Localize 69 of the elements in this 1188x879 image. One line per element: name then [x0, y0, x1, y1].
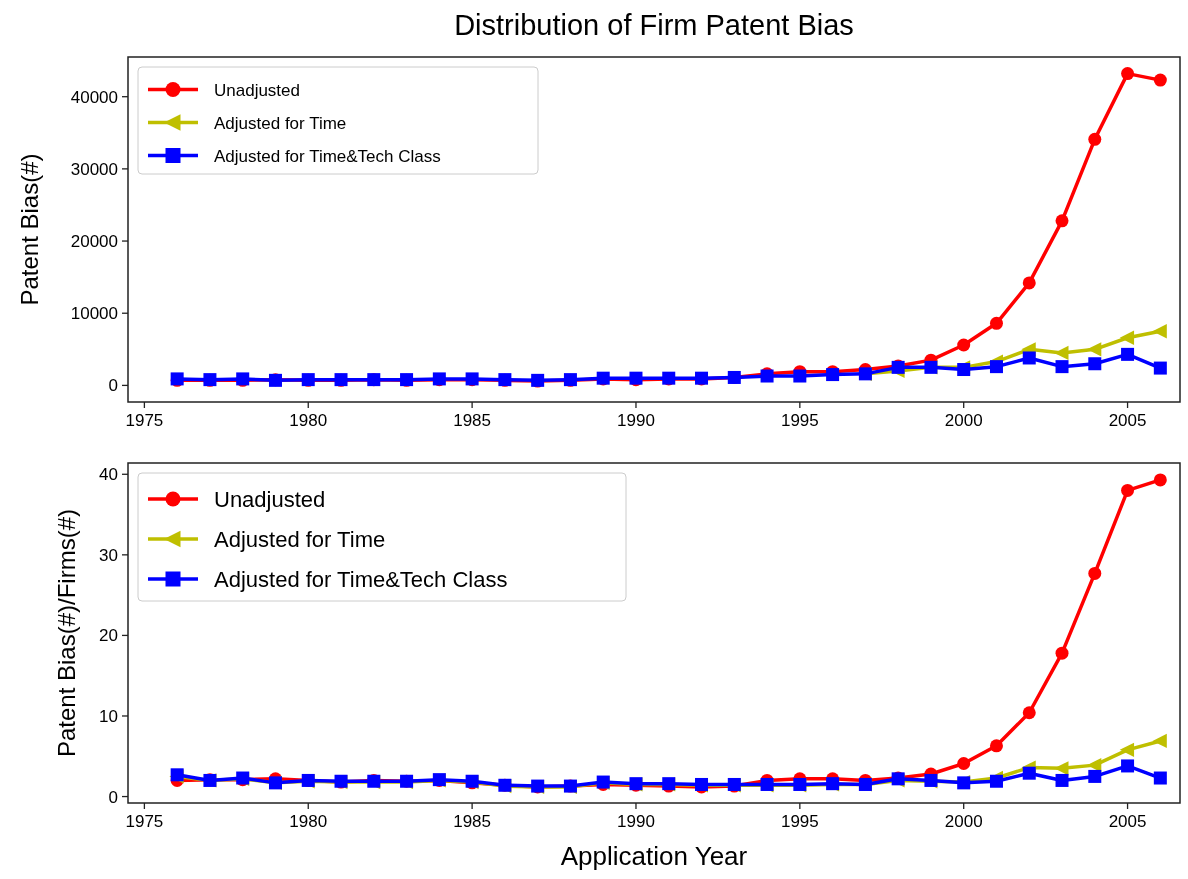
y-tick-label: 30000 — [70, 159, 118, 179]
point — [1054, 761, 1069, 776]
point — [1153, 771, 1167, 785]
y-tick-label: 0 — [108, 787, 118, 807]
x-tick-label: 2000 — [944, 812, 983, 831]
point — [989, 316, 1003, 330]
x-tick-label: 1985 — [453, 812, 492, 831]
x-tick-label: 2005 — [1108, 812, 1147, 831]
point — [1088, 566, 1102, 580]
x-tick-label: 2005 — [1108, 411, 1147, 430]
y-tick-label: 30 — [99, 545, 118, 565]
point — [1152, 733, 1167, 749]
x-tick-label: 1990 — [617, 411, 655, 430]
y-tick-label: 10000 — [70, 304, 118, 324]
legend-label: Unadjusted — [214, 80, 301, 100]
point — [1022, 351, 1036, 365]
y-tick-label: 20000 — [70, 232, 118, 252]
legend-label: Adjusted for Time&Tech Class — [214, 566, 508, 592]
y-tick-label: 20 — [99, 626, 118, 646]
point — [793, 369, 807, 383]
point — [1121, 483, 1135, 497]
point — [1086, 757, 1102, 773]
x-tick-label: 1980 — [289, 411, 328, 430]
legend-label: Adjusted for Time — [214, 526, 386, 552]
legend-label: Unadjusted — [214, 486, 326, 512]
y-axis-title: Patent Bias(#)/Firms(#) — [53, 508, 80, 758]
point — [1088, 132, 1102, 146]
x-tick-label: 1990 — [617, 812, 655, 831]
y-tick-label: 40 — [99, 465, 118, 485]
point — [1153, 473, 1167, 487]
point — [1055, 773, 1069, 787]
x-tick-label: 1995 — [780, 812, 819, 831]
point — [1055, 214, 1069, 228]
point — [957, 338, 971, 352]
point — [1022, 276, 1036, 290]
point — [1121, 67, 1135, 81]
point — [1022, 706, 1036, 720]
legend-label: Adjusted for Time&Tech Class — [214, 146, 441, 166]
chart-title: Distribution of Firm Patent Bias — [454, 9, 854, 41]
point — [1153, 73, 1167, 87]
point — [1086, 342, 1102, 357]
y-axis-title: Patent Bias(#) — [16, 153, 43, 306]
point — [1055, 360, 1069, 374]
point — [989, 360, 1003, 374]
point — [1054, 345, 1069, 361]
point — [1152, 324, 1167, 339]
point — [1121, 347, 1135, 361]
x-axis-title: Application Year — [560, 841, 748, 871]
point — [1088, 769, 1102, 783]
y-tick-label: 0 — [108, 376, 118, 396]
point — [957, 757, 971, 771]
point — [989, 774, 1003, 788]
point — [989, 739, 1003, 753]
x-tick-label: 1975 — [125, 411, 164, 430]
point — [1055, 646, 1069, 660]
point — [1022, 766, 1036, 780]
x-tick-label: 1985 — [453, 411, 492, 430]
x-tick-label: 1980 — [289, 812, 328, 831]
legend-label: Adjusted for Time — [214, 113, 347, 133]
point — [1153, 361, 1167, 375]
x-tick-label: 2000 — [944, 411, 983, 430]
y-tick-label: 10 — [99, 706, 118, 726]
point — [1121, 759, 1135, 773]
x-tick-label: 1995 — [780, 411, 819, 430]
point — [1119, 330, 1135, 345]
point — [1119, 742, 1135, 757]
x-tick-label: 1975 — [125, 812, 164, 831]
y-tick-label: 40000 — [70, 87, 118, 107]
point — [1088, 357, 1102, 371]
